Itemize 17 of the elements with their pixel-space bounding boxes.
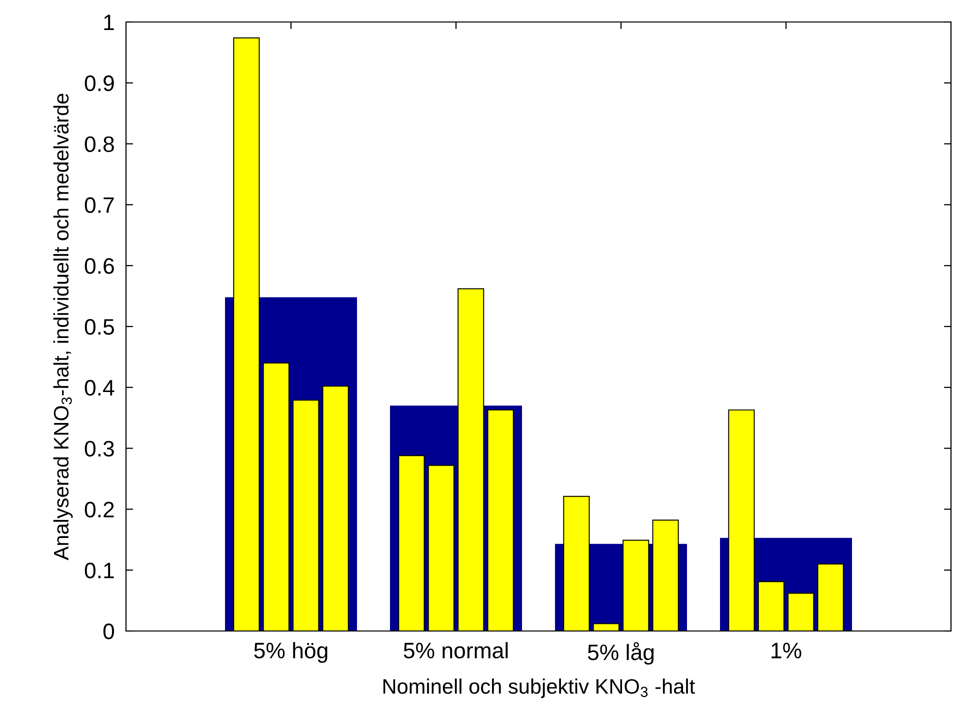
y-tick-label: 0.3 — [84, 440, 114, 457]
y-tick-label: 0.7 — [84, 197, 114, 213]
y-axis-title: Analyserad KNO$_{3}$-halt, individuellt och medelvärde — [53, 94, 73, 560]
y-tick-label: 0.5 — [84, 319, 114, 335]
x-tick-label: 1% — [772, 642, 802, 658]
y-tick-label: 1 — [104, 14, 114, 30]
y-tick-label: 0 — [103, 624, 114, 640]
y-tick-label: 0.8 — [84, 136, 114, 152]
y-tick-label: 0.6 — [84, 258, 114, 274]
x-tick-label: 5% hög — [254, 642, 328, 663]
x-axis-title: Nominell och subjektiv KNO$_{3}$ -halt — [383, 678, 695, 698]
y-tick-label: 0.9 — [84, 75, 114, 92]
x-tick-label: 5% låg — [588, 642, 654, 665]
x-tick-label: 5% normal — [404, 642, 508, 658]
y-tick-label: 0.4 — [84, 380, 114, 396]
y-tick-label: 0.1 — [84, 562, 114, 578]
y-tick-label: 0.2 — [84, 502, 114, 518]
